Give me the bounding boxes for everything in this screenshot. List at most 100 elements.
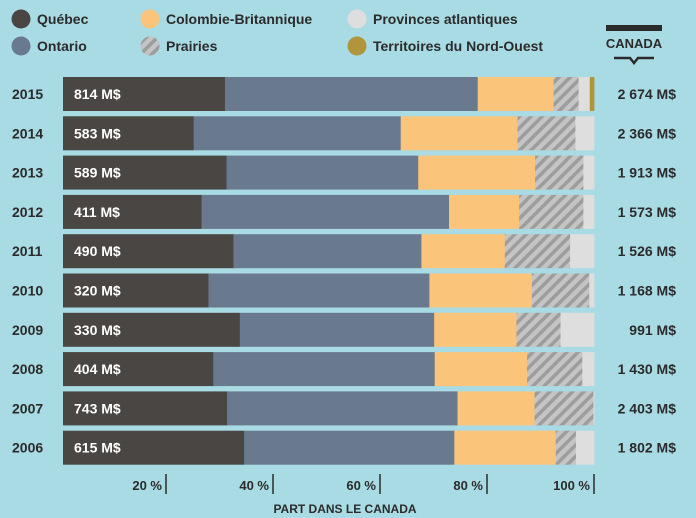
legend-label-territoires-du-nord-ouest: Territoires du Nord-Ouest xyxy=(373,38,543,54)
bar-row-2006: 2006 615 M$ 1 802 M$ xyxy=(12,431,676,465)
legend-label-prairies: Prairies xyxy=(166,38,218,54)
bar-segment-colombie-britannique-2009 xyxy=(434,313,517,347)
bar-row-2012: 2012 411 M$ 1 573 M$ xyxy=(12,195,676,229)
quebec-value-label-2007: 743 M$ xyxy=(74,400,121,416)
bar-row-2013: 2013 589 M$ 1 913 M$ xyxy=(12,156,676,190)
bar-segment-provinces-atlantiques-2012 xyxy=(583,195,594,229)
bar-segment-colombie-britannique-2007 xyxy=(458,391,535,425)
year-label-2012: 2012 xyxy=(12,204,43,220)
quebec-value-label-2013: 589 M$ xyxy=(74,165,121,181)
x-axis: 20 % 40 % 60 % 80 % 100 % xyxy=(132,474,594,494)
bar-segment-colombie-britannique-2006 xyxy=(454,431,556,465)
legend-item-prairies: Prairies xyxy=(141,37,218,56)
x-tick-label-20: 20 % xyxy=(132,478,162,493)
x-tick-60: 60 % xyxy=(346,474,380,494)
bar-segment-prairies-2012 xyxy=(519,195,584,229)
legend-swatch-provinces-atlantiques xyxy=(348,10,367,29)
bar-segment-colombie-britannique-2012 xyxy=(449,195,519,229)
bar-row-2008: 2008 404 M$ 1 430 M$ xyxy=(12,352,676,386)
bar-segment-ontario-2012 xyxy=(202,195,450,229)
legend-item-provinces-atlantiques: Provinces atlantiques xyxy=(348,10,518,29)
year-label-2013: 2013 xyxy=(12,165,43,181)
bar-row-2015: 2015 814 M$ 2 674 M$ xyxy=(12,77,676,111)
x-tick-80: 80 % xyxy=(453,474,487,494)
bar-segment-provinces-atlantiques-2014 xyxy=(575,116,594,150)
bar-segment-colombie-britannique-2008 xyxy=(435,352,528,386)
quebec-value-label-2009: 330 M$ xyxy=(74,322,121,338)
legend-label-provinces-atlantiques: Provinces atlantiques xyxy=(373,11,518,27)
bar-segment-provinces-atlantiques-2015 xyxy=(579,77,591,111)
quebec-value-label-2015: 814 M$ xyxy=(74,86,121,102)
x-tick-20: 20 % xyxy=(132,474,166,494)
bar-segment-ontario-2013 xyxy=(227,156,419,190)
canada-total-2011: 1 526 M$ xyxy=(618,243,677,259)
bar-segment-prairies-2010 xyxy=(532,274,590,308)
bar-segment-prairies-2007 xyxy=(535,391,594,425)
bar-segment-prairies-2011 xyxy=(505,234,571,268)
quebec-value-label-2012: 411 M$ xyxy=(74,204,120,220)
bar-row-2009: 2009 330 M$ 991 M$ xyxy=(12,313,676,347)
bar-segment-colombie-britannique-2015 xyxy=(478,77,554,111)
canada-total-header: CANADA xyxy=(606,25,663,63)
legend-item-ontario: Ontario xyxy=(12,37,87,56)
year-label-2006: 2006 xyxy=(12,440,43,456)
x-tick-label-100: 100 % xyxy=(553,478,590,493)
canada-total-2010: 1 168 M$ xyxy=(618,283,677,299)
legend-item-territoires-du-nord-ouest: Territoires du Nord-Ouest xyxy=(348,37,544,56)
bar-segment-prairies-2013 xyxy=(535,156,584,190)
bar-segment-prairies-2008 xyxy=(527,352,583,386)
canada-total-2013: 1 913 M$ xyxy=(618,165,677,181)
bar-segment-ontario-2015 xyxy=(225,77,478,111)
legend-swatch-colombie-britannique xyxy=(141,10,160,29)
legend-swatch-territoires-du-nord-ouest xyxy=(348,37,367,56)
legend-item-colombie-britannique: Colombie-Britannique xyxy=(141,10,313,29)
bar-segment-provinces-atlantiques-2009 xyxy=(561,313,595,347)
bar-segment-ontario-2007 xyxy=(227,391,458,425)
bar-segment-prairies-2015 xyxy=(554,77,579,111)
bar-segment-territoires-du-nord-ouest-2015 xyxy=(590,77,595,111)
bar-segment-provinces-atlantiques-2010 xyxy=(589,274,594,308)
legend-swatch-ontario xyxy=(12,37,31,56)
canada-header-chevron xyxy=(614,58,654,63)
x-tick-label-40: 40 % xyxy=(239,478,269,493)
bar-segment-prairies-2014 xyxy=(518,116,576,150)
x-axis-title: PART DANS LE CANADA xyxy=(273,502,416,516)
bar-segment-ontario-2010 xyxy=(208,274,429,308)
bar-row-2014: 2014 583 M$ 2 366 M$ xyxy=(12,116,676,150)
legend: Québec Colombie-Britannique Provinces atla… xyxy=(12,10,544,56)
bar-row-2011: 2011 490 M$ 1 526 M$ xyxy=(12,234,676,268)
canada-total-2012: 1 573 M$ xyxy=(618,204,677,220)
bar-segment-ontario-2011 xyxy=(233,234,421,268)
bar-row-2010: 2010 320 M$ 1 168 M$ xyxy=(12,274,676,308)
bar-segment-ontario-2014 xyxy=(194,116,401,150)
canada-header-label: CANADA xyxy=(606,36,663,51)
bar-segment-colombie-britannique-2014 xyxy=(401,116,518,150)
canada-total-2009: 991 M$ xyxy=(629,322,676,338)
legend-item-quebec: Québec xyxy=(12,10,89,29)
year-label-2011: 2011 xyxy=(12,243,43,259)
legend-label-colombie-britannique: Colombie-Britannique xyxy=(166,11,312,27)
x-tick-label-80: 80 % xyxy=(453,478,483,493)
year-label-2009: 2009 xyxy=(12,322,43,338)
x-tick-label-60: 60 % xyxy=(346,478,376,493)
canada-total-2008: 1 430 M$ xyxy=(618,361,677,377)
canada-total-2014: 2 366 M$ xyxy=(618,125,677,141)
legend-swatch-prairies xyxy=(141,37,160,56)
canada-total-2007: 2 403 M$ xyxy=(618,400,677,416)
bar-segment-provinces-atlantiques-2006 xyxy=(576,431,594,465)
bar-segment-colombie-britannique-2013 xyxy=(418,156,535,190)
canada-total-2015: 2 674 M$ xyxy=(618,86,677,102)
canada-total-2006: 1 802 M$ xyxy=(618,440,677,456)
quebec-value-label-2014: 583 M$ xyxy=(74,125,121,141)
quebec-value-label-2008: 404 M$ xyxy=(74,361,121,377)
year-label-2010: 2010 xyxy=(12,283,43,299)
bar-segment-provinces-atlantiques-2011 xyxy=(570,234,594,268)
bar-segment-colombie-britannique-2010 xyxy=(429,274,532,308)
legend-label-ontario: Ontario xyxy=(37,38,87,54)
x-tick-100: 100 % xyxy=(553,474,594,494)
bar-segment-provinces-atlantiques-2008 xyxy=(582,352,594,386)
year-label-2008: 2008 xyxy=(12,361,43,377)
legend-label-quebec: Québec xyxy=(37,11,89,27)
bar-segment-provinces-atlantiques-2007 xyxy=(593,391,594,425)
